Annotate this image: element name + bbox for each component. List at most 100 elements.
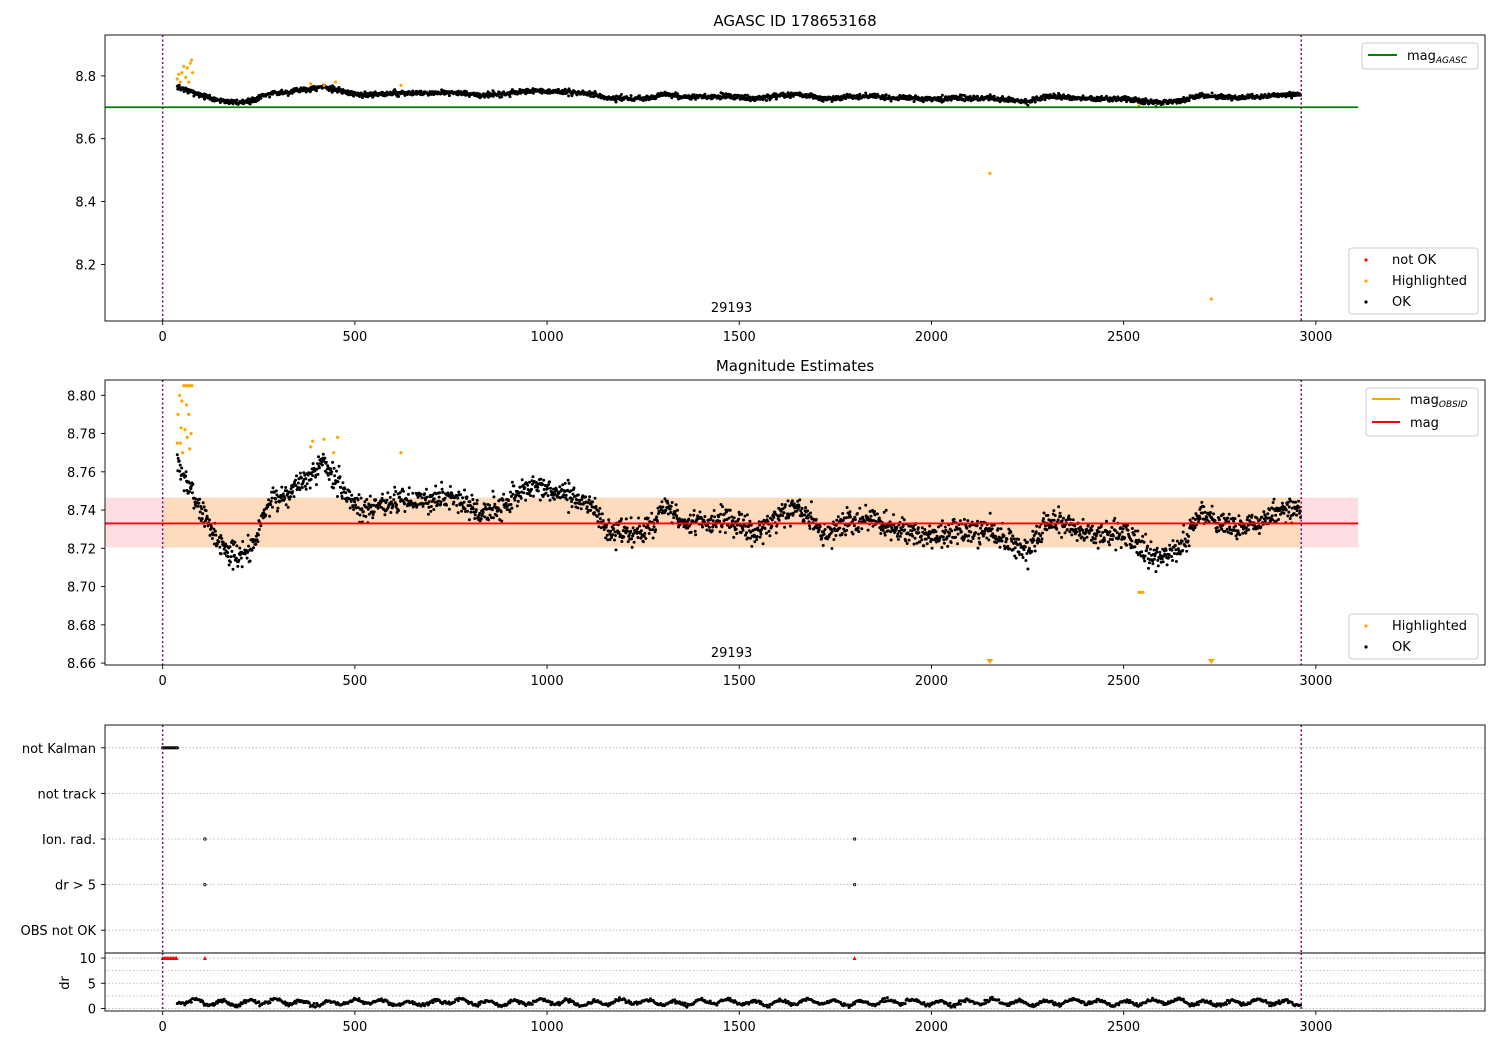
highlighted-point [184,403,189,407]
ok-point [300,486,304,489]
ok-point [441,490,445,494]
ok-point [1078,533,1082,536]
ok-point [353,500,357,504]
ok-point [447,507,451,511]
ok-point [1023,545,1027,549]
ok-point [858,506,862,510]
ok-point [1230,532,1234,536]
ok-point [814,518,818,521]
ok-point [809,500,813,504]
agasc-xtick-label: 0 [159,330,167,345]
highlighted-point [182,64,186,68]
ok-point [626,529,630,533]
ok-point [1266,512,1270,516]
ok-point [1071,518,1075,522]
ok-point [758,535,762,539]
agasc-panel: AGASC ID 178653168 0 500 1000 1500 2000 2500 3… [75,12,1486,345]
ok-point [596,509,600,513]
ok-point [597,512,601,516]
ok-point [1053,514,1057,517]
ok-point [818,525,822,529]
ok-point [567,481,571,485]
ok-point [946,544,950,548]
highlighted-point [336,435,340,439]
ok-point [923,528,927,531]
ok-point [841,512,845,515]
ok-point [1065,528,1069,531]
ok-point [1161,560,1165,564]
magnitude-ytick-label: 8.68 [67,619,96,634]
ok-point [364,515,368,518]
ok-point [1009,530,1013,534]
ok-point [324,460,328,464]
highlighted-legend-label: Highlighted [1392,274,1467,289]
ok-point [765,531,768,535]
ok-point [1041,531,1044,535]
ok-point [383,513,387,517]
ok-point [830,547,834,550]
ok-point [740,512,744,516]
ok-point [280,88,284,92]
ok-point [563,481,567,485]
ok-point [471,498,475,501]
ok-point [629,94,633,98]
flag-row-label: dr > 5 [55,879,96,894]
ok-point [808,524,811,528]
ok-point [745,513,749,517]
ok-point [495,514,499,518]
ok-point [502,492,506,496]
ok-point [1228,525,1232,529]
ok-point [432,497,436,501]
ok-point [438,491,442,495]
ok-point [507,499,510,503]
ok-point [913,536,917,540]
ok-point [1221,512,1225,516]
ok-point [589,508,593,512]
ok-point [250,548,254,552]
ok-point [589,95,593,98]
ok-point [515,504,519,508]
ok-point [1258,518,1262,522]
ok-point [917,531,921,535]
ok-point [1282,511,1286,515]
ok-point [919,534,923,538]
ok-point [259,524,263,528]
dr-point [268,1001,272,1005]
ok-point [1154,570,1158,574]
ok-point [352,508,356,511]
magnitude-xtick-label: 3000 [1299,674,1332,689]
ok-point [1149,547,1152,551]
ok-point [766,520,770,523]
ok-point [198,497,202,501]
ok-point [366,507,370,511]
highlighted-point [322,83,326,87]
ok-point [755,535,759,538]
ok-point [638,524,641,528]
ok-point [907,538,911,542]
ok-point [226,551,230,555]
ok-point [1102,536,1106,540]
ok-point [1110,525,1114,529]
ok-point [1185,549,1189,553]
ok-point [567,511,571,514]
ok-point [455,504,459,507]
ok-point [1075,530,1079,534]
ok-point [940,93,944,97]
ok-point [739,531,743,535]
ok-point [1057,505,1061,509]
ok-point [713,515,717,519]
mag-legend-label: mag [1410,416,1439,431]
ok-point [922,544,926,548]
ok-point [1046,513,1050,517]
ok-point [593,496,597,500]
ok-point [1087,531,1091,535]
ok-point [490,508,494,512]
highlighted-point [176,412,180,416]
ok-point [692,509,696,512]
ok-point [821,544,825,547]
highlighted-point [332,451,336,455]
ok-point [548,498,552,502]
ok-point [478,511,482,515]
flag-row-label: OBS not OK [21,924,97,939]
ok-point [600,512,604,516]
